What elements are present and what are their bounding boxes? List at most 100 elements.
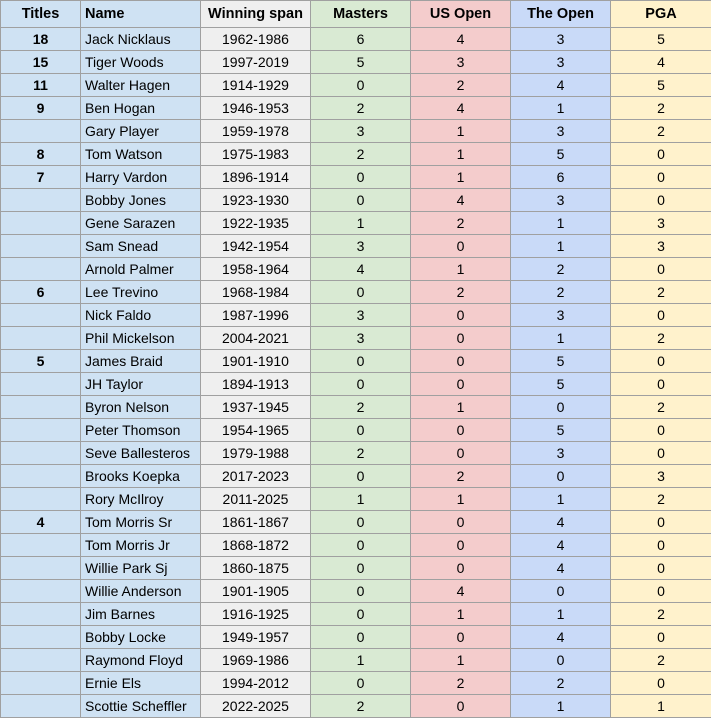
titles-cell (1, 580, 81, 603)
the-open-cell: 3 (511, 442, 611, 465)
winning-span-cell: 2017-2023 (201, 465, 311, 488)
pga-cell: 3 (611, 465, 711, 488)
winning-span-cell: 1894-1913 (201, 373, 311, 396)
name-cell: Jack Nicklaus (81, 28, 201, 51)
titles-cell (1, 465, 81, 488)
us-open-cell: 1 (411, 143, 511, 166)
pga-cell: 0 (611, 166, 711, 189)
name-cell: Brooks Koepka (81, 465, 201, 488)
pga-cell: 1 (611, 695, 711, 718)
the-open-cell: 3 (511, 120, 611, 143)
masters-cell: 0 (311, 189, 411, 212)
us-open-cell: 2 (411, 465, 511, 488)
the-open-cell: 1 (511, 97, 611, 120)
titles-cell: 7 (1, 166, 81, 189)
name-cell: Arnold Palmer (81, 258, 201, 281)
titles-cell (1, 695, 81, 718)
masters-cell: 0 (311, 511, 411, 534)
us-open-cell: 1 (411, 258, 511, 281)
pga-cell: 5 (611, 28, 711, 51)
name-cell: Bobby Locke (81, 626, 201, 649)
masters-cell: 0 (311, 557, 411, 580)
winning-span-cell: 1937-1945 (201, 396, 311, 419)
name-cell: Ben Hogan (81, 97, 201, 120)
the-open-cell: 4 (511, 626, 611, 649)
masters-cell: 5 (311, 51, 411, 74)
winning-span-cell: 1942-1954 (201, 235, 311, 258)
us-open-cell: 0 (411, 235, 511, 258)
winning-span-cell: 1946-1953 (201, 97, 311, 120)
the-open-cell: 2 (511, 281, 611, 304)
masters-cell: 2 (311, 695, 411, 718)
masters-cell: 0 (311, 419, 411, 442)
winning-span-cell: 1949-1957 (201, 626, 311, 649)
pga-cell: 3 (611, 212, 711, 235)
winning-span-cell: 1962-1986 (201, 28, 311, 51)
name-cell: Lee Trevino (81, 281, 201, 304)
pga-cell: 2 (611, 603, 711, 626)
winning-span-cell: 1994-2012 (201, 672, 311, 695)
us-open-cell: 0 (411, 557, 511, 580)
us-open-cell: 1 (411, 603, 511, 626)
header-us-open: US Open (411, 1, 511, 28)
name-cell: Raymond Floyd (81, 649, 201, 672)
pga-cell: 0 (611, 672, 711, 695)
titles-cell (1, 327, 81, 350)
titles-cell (1, 557, 81, 580)
titles-cell: 15 (1, 51, 81, 74)
titles-cell (1, 626, 81, 649)
name-cell: Ernie Els (81, 672, 201, 695)
titles-cell (1, 488, 81, 511)
name-cell: Byron Nelson (81, 396, 201, 419)
the-open-cell: 3 (511, 189, 611, 212)
winning-span-cell: 1969-1986 (201, 649, 311, 672)
masters-cell: 0 (311, 580, 411, 603)
pga-cell: 0 (611, 304, 711, 327)
winning-span-cell: 1959-1978 (201, 120, 311, 143)
the-open-cell: 5 (511, 143, 611, 166)
us-open-cell: 0 (411, 511, 511, 534)
pga-cell: 5 (611, 74, 711, 97)
winning-span-cell: 1901-1910 (201, 350, 311, 373)
masters-cell: 1 (311, 212, 411, 235)
winning-span-cell: 1968-1984 (201, 281, 311, 304)
titles-cell (1, 603, 81, 626)
the-open-cell: 1 (511, 235, 611, 258)
winning-span-cell: 2022-2025 (201, 695, 311, 718)
winning-span-cell: 1868-1872 (201, 534, 311, 557)
pga-cell: 2 (611, 97, 711, 120)
name-cell: Gary Player (81, 120, 201, 143)
pga-cell: 0 (611, 557, 711, 580)
titles-cell: 18 (1, 28, 81, 51)
the-open-cell: 5 (511, 373, 611, 396)
masters-cell: 0 (311, 534, 411, 557)
the-open-cell: 3 (511, 28, 611, 51)
pga-cell: 0 (611, 442, 711, 465)
pga-cell: 0 (611, 534, 711, 557)
us-open-cell: 0 (411, 534, 511, 557)
masters-cell: 3 (311, 120, 411, 143)
winning-span-cell: 1922-1935 (201, 212, 311, 235)
us-open-cell: 0 (411, 695, 511, 718)
titles-cell (1, 120, 81, 143)
titles-cell (1, 534, 81, 557)
us-open-cell: 0 (411, 327, 511, 350)
us-open-cell: 0 (411, 419, 511, 442)
the-open-cell: 1 (511, 212, 611, 235)
titles-cell (1, 235, 81, 258)
us-open-cell: 1 (411, 396, 511, 419)
name-cell: Walter Hagen (81, 74, 201, 97)
the-open-cell: 6 (511, 166, 611, 189)
masters-cell: 3 (311, 235, 411, 258)
